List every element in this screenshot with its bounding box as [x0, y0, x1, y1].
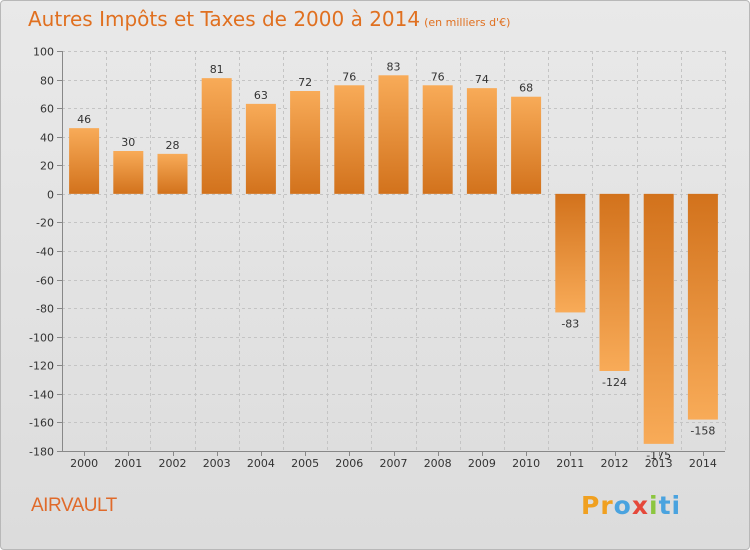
y-tick-label: -100 [29, 332, 54, 345]
x-tick-label: 2009 [468, 457, 496, 470]
value-label: -158 [690, 425, 715, 438]
value-label: 28 [166, 139, 180, 152]
logo-part-2: o [613, 491, 632, 520]
bar-2006 [334, 85, 365, 194]
y-tick-label: 60 [40, 103, 54, 116]
labels-layer: 46 30 28 81 63 72 76 83 76 74 68 -83 -124 -175 -158 [77, 60, 715, 462]
x-tick-label: 2006 [335, 457, 363, 470]
bar-2000 [69, 128, 100, 194]
bar-2003 [201, 78, 232, 194]
y-tick-label: 20 [40, 160, 54, 173]
chart-subtitle: (en milliers d'€) [424, 16, 511, 29]
value-label: 74 [475, 73, 489, 86]
value-label: 83 [387, 60, 401, 73]
y-tick-label: -20 [36, 217, 54, 230]
bar-2011 [555, 193, 586, 313]
commune-name: AIRVAULT [31, 495, 117, 516]
logo-part-1: Pr [581, 491, 614, 520]
bar-2014 [687, 193, 718, 420]
bar-2012 [599, 193, 630, 371]
bar-2005 [290, 91, 321, 194]
logo-part-5: ti [658, 491, 682, 520]
value-label: -83 [561, 317, 579, 330]
y-tick-label: 100 [33, 46, 54, 59]
value-label: -124 [602, 376, 627, 389]
value-label: -175 [646, 449, 671, 462]
x-tick-label: 2002 [159, 457, 187, 470]
y-tick-label: 80 [40, 75, 54, 88]
bar-2001 [113, 151, 144, 194]
x-tick-label: 2008 [424, 457, 452, 470]
x-tick-label: 2000 [70, 457, 98, 470]
value-label: 46 [77, 113, 91, 126]
x-tick-label: 2011 [556, 457, 584, 470]
bars-layer [69, 75, 718, 444]
logo-part-4: i [648, 491, 659, 520]
bar-2008 [422, 85, 453, 194]
y-tick-label: 0 [47, 189, 54, 202]
value-label: 81 [210, 63, 224, 76]
bar-2002 [157, 153, 188, 194]
x-tick-label: 2005 [291, 457, 319, 470]
bar-2009 [466, 88, 497, 194]
bar-2007 [378, 75, 409, 194]
bar-2013 [643, 193, 674, 444]
value-label: 30 [121, 136, 135, 149]
x-tick-label: 2014 [689, 457, 717, 470]
value-label: 72 [298, 76, 312, 89]
bar-2004 [245, 103, 276, 194]
y-tick-label: -40 [36, 246, 54, 259]
y-tick-label: -160 [29, 417, 54, 430]
axis-layer: 100 80 60 40 20 0 -20 -40 -60 -80 -100 -120 -140 -160… [29, 46, 725, 470]
x-tick-label: 2013 [645, 457, 673, 470]
y-tick-label: -140 [29, 389, 54, 402]
x-tick-label: 2003 [203, 457, 231, 470]
y-tick-label: -180 [29, 446, 54, 459]
value-label: 76 [431, 70, 445, 83]
y-tick-label: 40 [40, 132, 54, 145]
x-tick-label: 2004 [247, 457, 275, 470]
x-tick-label: 2012 [601, 457, 629, 470]
x-tick-label: 2001 [114, 457, 142, 470]
chart-title-block: Autres Impôts et Taxes de 2000 à 2014 (en… [28, 7, 510, 31]
bar-2010 [511, 96, 542, 194]
x-tick-label: 2007 [380, 457, 408, 470]
value-label: 76 [342, 70, 356, 83]
value-label: 63 [254, 89, 268, 102]
logo-part-3: x [631, 491, 649, 520]
y-tick-label: -60 [36, 275, 54, 288]
x-tick-label: 2010 [512, 457, 540, 470]
proxiti-logo[interactable]: Proxiti [581, 491, 681, 520]
value-label: 68 [519, 82, 533, 95]
y-tick-label: -80 [36, 303, 54, 316]
chart-title: Autres Impôts et Taxes de 2000 à 2014 [28, 7, 421, 31]
y-tick-label: -120 [29, 360, 54, 373]
